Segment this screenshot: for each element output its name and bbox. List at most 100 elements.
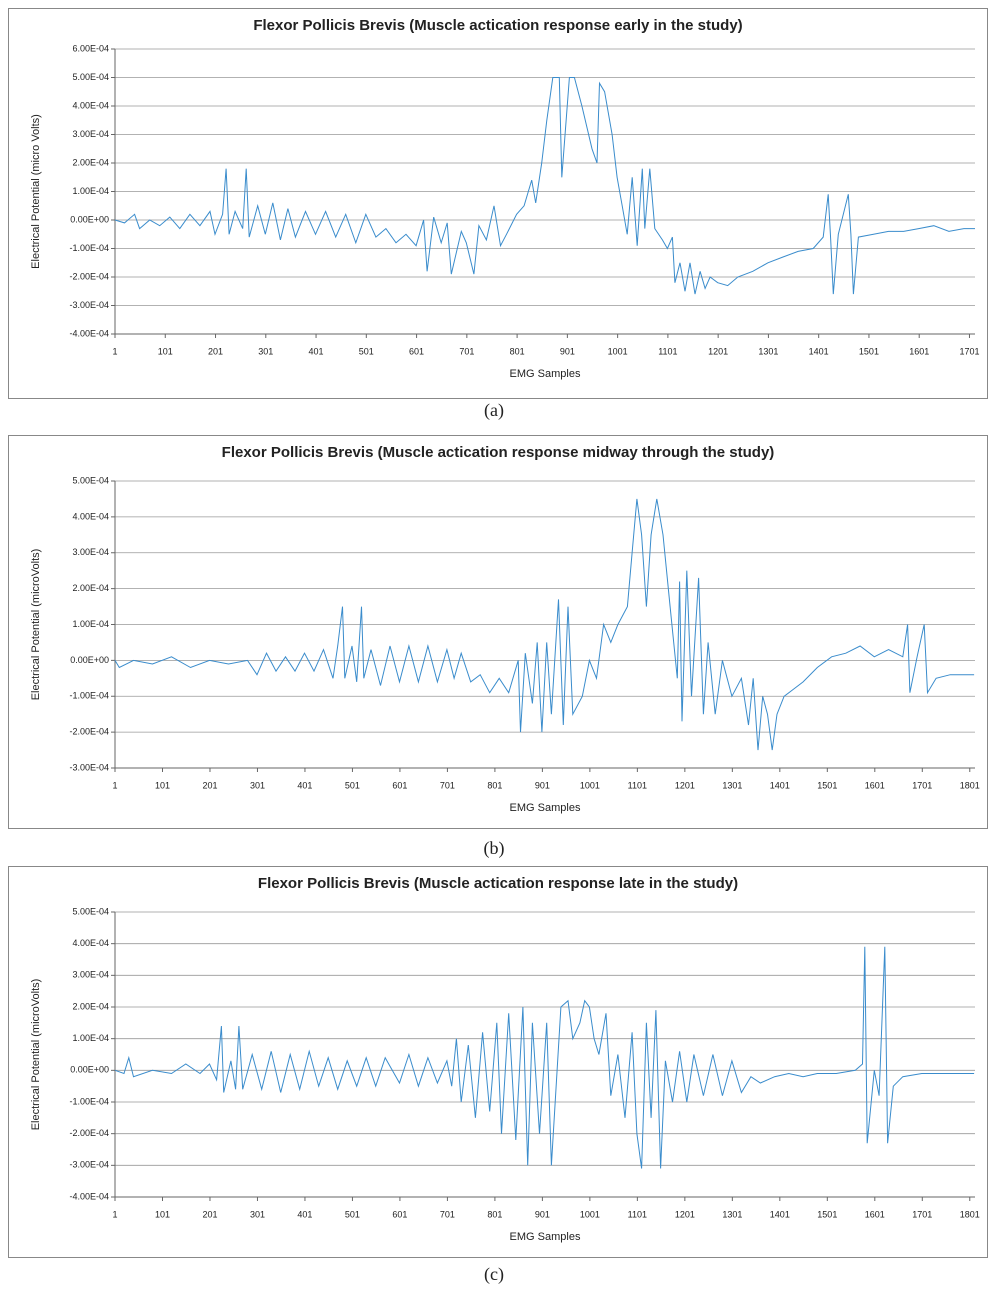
x-tick-label: 101 [158,346,173,356]
y-tick-label: -4.00E-04 [69,1191,109,1201]
x-tick-label: 1501 [817,780,837,790]
x-tick-label: 701 [459,346,474,356]
x-tick-label: 1401 [770,780,790,790]
x-tick-label: 1801 [960,780,980,790]
y-tick-label: 1.00E-04 [72,1033,109,1043]
y-axis-title: Electrical Potential (micro Volts) [30,114,42,269]
y-tick-label: 4.00E-04 [72,100,109,110]
y-tick-label: 5.00E-04 [72,906,109,916]
x-tick-label: 301 [258,346,273,356]
y-tick-label: -3.00E-04 [69,300,109,310]
x-tick-label: 1 [112,780,117,790]
chart-frame [8,435,988,829]
x-tick-label: 1401 [809,346,829,356]
y-tick-label: 1.00E-04 [72,186,109,196]
x-tick-label: 901 [535,780,550,790]
chart-title: Flexor Pollicis Brevis (Muscle acticatio… [222,444,775,461]
x-tick-label: 801 [510,346,525,356]
x-tick-label: 1001 [608,346,628,356]
emg-line [114,498,975,751]
x-tick-label: 1601 [865,780,885,790]
caption: (c) [484,1264,504,1285]
y-tick-label: 5.00E-04 [72,475,109,485]
y-tick-label: 0.00E+00 [70,1065,109,1075]
y-tick-label: -1.00E-04 [69,691,109,701]
x-tick-label: 301 [250,1209,265,1219]
x-axis-title: EMG Samples [510,1231,581,1243]
x-tick-label: 1501 [859,346,879,356]
y-tick-label: -4.00E-04 [69,328,109,338]
y-tick-label: 2.00E-04 [72,157,109,167]
x-axis-title: EMG Samples [510,802,581,814]
x-tick-label: 1601 [909,346,929,356]
x-tick-label: 501 [359,346,374,356]
x-tick-label: 1701 [959,346,979,356]
x-tick-label: 201 [208,346,223,356]
y-tick-label: 3.00E-04 [72,970,109,980]
x-tick-label: 1201 [708,346,728,356]
x-axis-title: EMG Samples [510,368,581,380]
y-tick-label: 3.00E-04 [72,129,109,139]
x-tick-label: 401 [309,346,324,356]
x-tick-label: 1001 [580,1209,600,1219]
x-tick-label: 601 [392,1209,407,1219]
x-tick-label: 901 [535,1209,550,1219]
x-tick-label: 1801 [960,1209,980,1219]
y-tick-label: -3.00E-04 [69,1160,109,1170]
x-tick-label: 1301 [722,1209,742,1219]
chart-title: Flexor Pollicis Brevis (Muscle acticatio… [258,875,738,892]
x-tick-label: 801 [487,1209,502,1219]
x-tick-label: 101 [155,780,170,790]
x-tick-label: 701 [440,780,455,790]
x-tick-label: 101 [155,1209,170,1219]
x-tick-label: 1 [112,346,117,356]
x-tick-label: 401 [297,1209,312,1219]
x-tick-label: 601 [409,346,424,356]
y-tick-label: 4.00E-04 [72,938,109,948]
chart-frame [8,8,988,399]
chart-title: Flexor Pollicis Brevis (Muscle acticatio… [253,17,742,34]
x-tick-label: 901 [560,346,575,356]
y-tick-label: -3.00E-04 [69,762,109,772]
x-tick-label: 301 [250,780,265,790]
y-tick-label: -2.00E-04 [69,1128,109,1138]
x-tick-label: 1101 [658,346,677,356]
y-tick-label: 6.00E-04 [72,43,109,53]
y-tick-label: 1.00E-04 [72,619,109,629]
x-tick-label: 1301 [722,780,742,790]
x-tick-label: 1601 [865,1209,885,1219]
x-tick-label: 1501 [817,1209,837,1219]
y-tick-label: -1.00E-04 [69,1096,109,1106]
x-tick-label: 801 [487,780,502,790]
y-axis-title: Electrical Potential (microVolts) [30,549,42,701]
x-tick-label: 1701 [912,1209,932,1219]
x-tick-label: 1301 [758,346,778,356]
y-tick-label: 5.00E-04 [72,72,109,82]
y-axis-title: Electrical Potential (microVolts) [30,979,42,1131]
x-tick-label: 501 [345,1209,360,1219]
x-tick-label: 201 [202,1209,217,1219]
y-tick-label: 0.00E+00 [70,655,109,665]
y-tick-label: -1.00E-04 [69,243,109,253]
caption: (b) [484,838,505,859]
x-tick-label: 1001 [580,780,600,790]
y-tick-label: 3.00E-04 [72,547,109,557]
x-tick-label: 1101 [628,1209,647,1219]
x-tick-label: 1701 [912,780,932,790]
y-tick-label: 2.00E-04 [72,583,109,593]
x-tick-label: 601 [392,780,407,790]
x-tick-label: 201 [202,780,217,790]
x-tick-label: 701 [440,1209,455,1219]
y-tick-label: -2.00E-04 [69,727,109,737]
x-tick-label: 1201 [675,780,695,790]
y-tick-label: 4.00E-04 [72,511,109,521]
x-tick-label: 1201 [675,1209,695,1219]
y-tick-label: 2.00E-04 [72,1001,109,1011]
y-tick-label: 0.00E+00 [70,214,109,224]
x-tick-label: 1 [112,1209,117,1219]
y-tick-label: -2.00E-04 [69,271,109,281]
emg-line [114,77,975,295]
x-tick-label: 1101 [628,780,647,790]
